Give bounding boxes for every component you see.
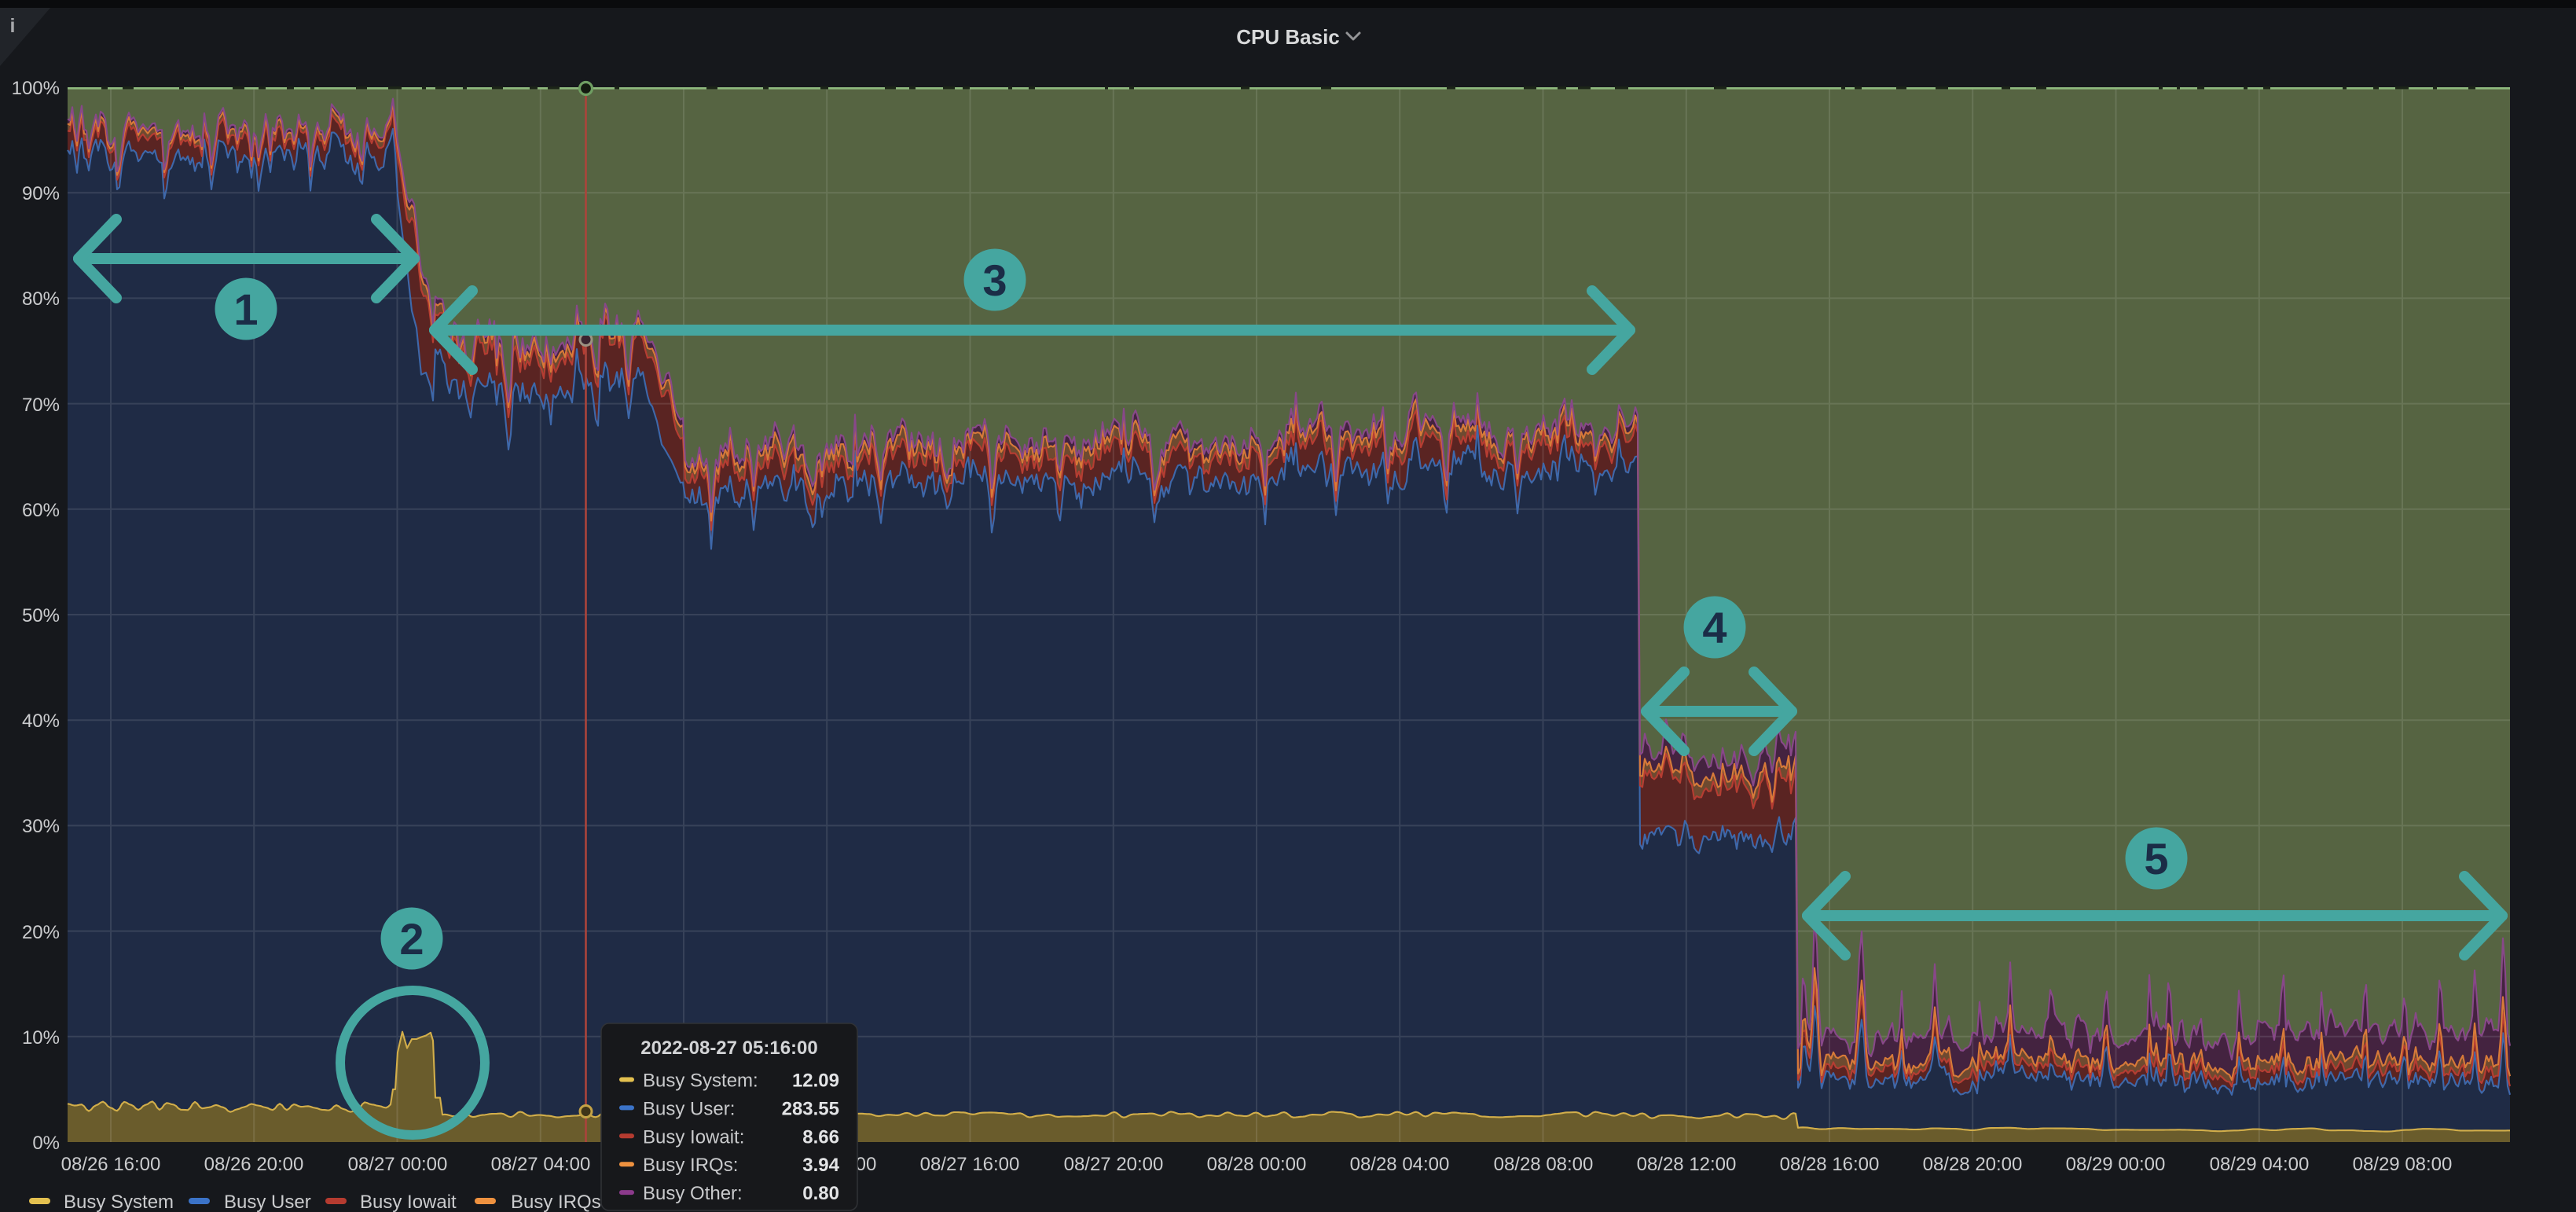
svg-text:08/27 00:00: 08/27 00:00 bbox=[348, 1154, 448, 1175]
svg-text:90%: 90% bbox=[22, 183, 60, 204]
svg-text:0.80: 0.80 bbox=[802, 1183, 839, 1204]
svg-text:1: 1 bbox=[233, 285, 258, 334]
svg-text:4: 4 bbox=[1702, 603, 1727, 652]
svg-text:08/26 20:00: 08/26 20:00 bbox=[204, 1154, 304, 1175]
svg-text:CPU Basic: CPU Basic bbox=[1236, 25, 1340, 49]
svg-text:08/29 08:00: 08/29 08:00 bbox=[2353, 1154, 2453, 1175]
svg-text:Busy System: Busy System bbox=[64, 1192, 174, 1212]
svg-text:08/27 04:00: 08/27 04:00 bbox=[491, 1154, 591, 1175]
svg-text:Busy IRQs: Busy IRQs bbox=[511, 1192, 601, 1212]
svg-text:08/29 04:00: 08/29 04:00 bbox=[2210, 1154, 2310, 1175]
svg-text:283.55: 283.55 bbox=[782, 1098, 839, 1119]
svg-text:70%: 70% bbox=[22, 395, 60, 416]
svg-text:50%: 50% bbox=[22, 605, 60, 626]
svg-text:08/28 20:00: 08/28 20:00 bbox=[1923, 1154, 2023, 1175]
svg-text:20%: 20% bbox=[22, 922, 60, 943]
svg-text:Busy Iowait: Busy Iowait bbox=[360, 1192, 457, 1212]
svg-text:5: 5 bbox=[2144, 834, 2168, 883]
svg-text:80%: 80% bbox=[22, 288, 60, 310]
svg-text:Busy System:: Busy System: bbox=[643, 1071, 758, 1092]
svg-text:Busy User:: Busy User: bbox=[643, 1098, 735, 1119]
svg-text:08/28 08:00: 08/28 08:00 bbox=[1494, 1154, 1594, 1175]
svg-text:3: 3 bbox=[982, 255, 1007, 305]
svg-text:Busy Other:: Busy Other: bbox=[643, 1183, 743, 1204]
svg-text:0%: 0% bbox=[32, 1133, 60, 1154]
svg-text:08/28 16:00: 08/28 16:00 bbox=[1780, 1154, 1880, 1175]
svg-text:08/26 16:00: 08/26 16:00 bbox=[61, 1154, 161, 1175]
svg-text:12.09: 12.09 bbox=[792, 1071, 839, 1092]
svg-text:3.94: 3.94 bbox=[802, 1155, 839, 1176]
svg-text:08/28 12:00: 08/28 12:00 bbox=[1637, 1154, 1737, 1175]
svg-text:60%: 60% bbox=[22, 500, 60, 521]
svg-text:08/27 20:00: 08/27 20:00 bbox=[1064, 1154, 1164, 1175]
svg-text:100%: 100% bbox=[12, 78, 60, 99]
svg-text:08/29 00:00: 08/29 00:00 bbox=[2066, 1154, 2166, 1175]
svg-text:40%: 40% bbox=[22, 711, 60, 732]
svg-text:08/27 16:00: 08/27 16:00 bbox=[920, 1154, 1020, 1175]
svg-text:Busy IRQs:: Busy IRQs: bbox=[643, 1155, 738, 1176]
svg-text:8.66: 8.66 bbox=[802, 1126, 839, 1148]
svg-text:Busy Iowait:: Busy Iowait: bbox=[643, 1126, 744, 1148]
svg-text:10%: 10% bbox=[22, 1027, 60, 1049]
svg-text:30%: 30% bbox=[22, 816, 60, 837]
svg-text:2: 2 bbox=[399, 914, 424, 964]
svg-text:Busy User: Busy User bbox=[224, 1192, 311, 1212]
svg-text:08/28 00:00: 08/28 00:00 bbox=[1207, 1154, 1307, 1175]
svg-text:08/28 04:00: 08/28 04:00 bbox=[1350, 1154, 1450, 1175]
svg-text:i: i bbox=[10, 15, 16, 37]
svg-text:2022-08-27 05:16:00: 2022-08-27 05:16:00 bbox=[640, 1038, 818, 1059]
